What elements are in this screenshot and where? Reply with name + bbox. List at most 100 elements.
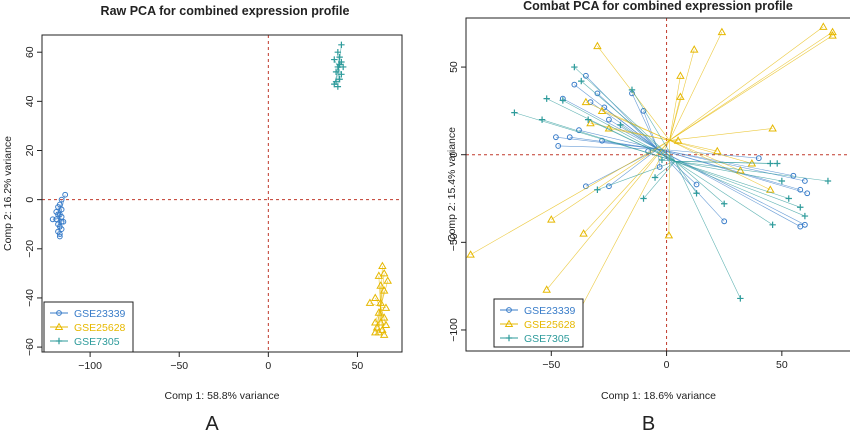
data-point: [566, 134, 573, 141]
plot-area: [42, 35, 402, 352]
spoke: [585, 75, 658, 150]
data-point: [797, 204, 804, 211]
y-tick-label: 40: [24, 95, 36, 107]
data-point: [559, 97, 567, 104]
data-point: [790, 172, 797, 179]
legend-label: GSE23339: [524, 305, 576, 317]
spoke: [669, 49, 695, 141]
y-tick-label: 20: [24, 145, 36, 157]
spoke: [581, 80, 676, 162]
data-point: [371, 318, 380, 326]
chart-title: Raw PCA for combined expression profile: [101, 4, 350, 18]
spoke: [380, 306, 387, 309]
series-gse25628: [365, 261, 393, 338]
spoke: [643, 161, 676, 199]
spoke: [380, 306, 385, 335]
data-point: [737, 295, 744, 302]
data-point: [689, 45, 699, 53]
data-point: [594, 90, 601, 97]
data-point: [338, 41, 345, 49]
data-point: [651, 174, 659, 181]
data-point: [336, 76, 343, 83]
spoke: [541, 119, 676, 162]
spoke: [546, 140, 670, 290]
data-point: [466, 250, 475, 258]
x-tick-label: 50: [776, 359, 788, 371]
data-point: [586, 118, 595, 127]
x-tick-label: −100: [78, 360, 102, 372]
legend-marker: [506, 307, 512, 313]
data-point: [693, 181, 700, 188]
data-point: [338, 71, 345, 78]
data-point: [617, 121, 624, 129]
spoke: [567, 140, 670, 334]
spoke: [674, 161, 697, 194]
legend-marker: [504, 319, 514, 328]
data-point: [381, 303, 391, 311]
data-point: [801, 221, 808, 228]
spoke: [669, 75, 681, 141]
data-point: [693, 190, 700, 197]
spoke: [675, 160, 778, 164]
data-point: [801, 212, 809, 220]
data-point: [542, 285, 551, 293]
series-gse7305: [331, 41, 347, 90]
spoke: [657, 148, 801, 227]
spoke: [669, 140, 771, 191]
data-point: [676, 71, 685, 79]
spoke: [470, 140, 670, 255]
data-point: [628, 86, 636, 94]
data-point: [553, 134, 559, 141]
data-point: [797, 223, 804, 230]
y-tick-label: −100: [448, 318, 460, 342]
data-point: [713, 146, 722, 155]
spoke: [601, 110, 670, 141]
data-point: [336, 61, 343, 68]
spoke: [669, 35, 833, 141]
data-point: [376, 298, 385, 306]
data-point: [721, 200, 728, 207]
x-tick-label: 50: [352, 360, 364, 372]
series-gse25628: [466, 22, 837, 337]
data-point: [824, 177, 832, 185]
data-point: [339, 63, 347, 71]
x-tick-label: −50: [542, 359, 560, 371]
legend-marker: [54, 322, 64, 331]
spoke: [654, 161, 676, 178]
data-point: [372, 323, 382, 331]
spoke: [657, 148, 806, 226]
data-point: [383, 276, 393, 284]
y-tick-label: −20: [24, 240, 36, 258]
data-point: [376, 281, 385, 289]
legend-marker: [55, 337, 63, 345]
panel-a: Raw PCA for combined expression profile −…: [2, 4, 403, 433]
data-point: [379, 268, 389, 277]
y-tick-label: −40: [24, 289, 36, 307]
y-tick-label: −60: [24, 338, 36, 356]
spoke: [657, 148, 697, 185]
data-point: [768, 124, 777, 132]
data-point: [778, 177, 786, 185]
data-point: [555, 143, 562, 149]
legend-marker: [505, 334, 513, 342]
data-point: [56, 231, 63, 237]
data-point: [376, 318, 385, 326]
data-point: [336, 53, 343, 61]
data-point: [58, 206, 65, 213]
data-point: [53, 216, 60, 223]
data-point: [374, 271, 384, 279]
spoke: [620, 124, 676, 162]
spoke: [657, 148, 759, 159]
plot-frame: [465, 17, 850, 352]
y-tick-label: 60: [24, 46, 36, 58]
data-point: [511, 109, 518, 116]
data-point: [379, 330, 389, 338]
data-point: [378, 261, 387, 270]
data-point: [49, 216, 56, 223]
data-point: [334, 49, 342, 56]
data-point: [543, 95, 550, 102]
data-point: [717, 27, 727, 36]
spoke: [675, 160, 789, 199]
spoke: [657, 148, 805, 182]
